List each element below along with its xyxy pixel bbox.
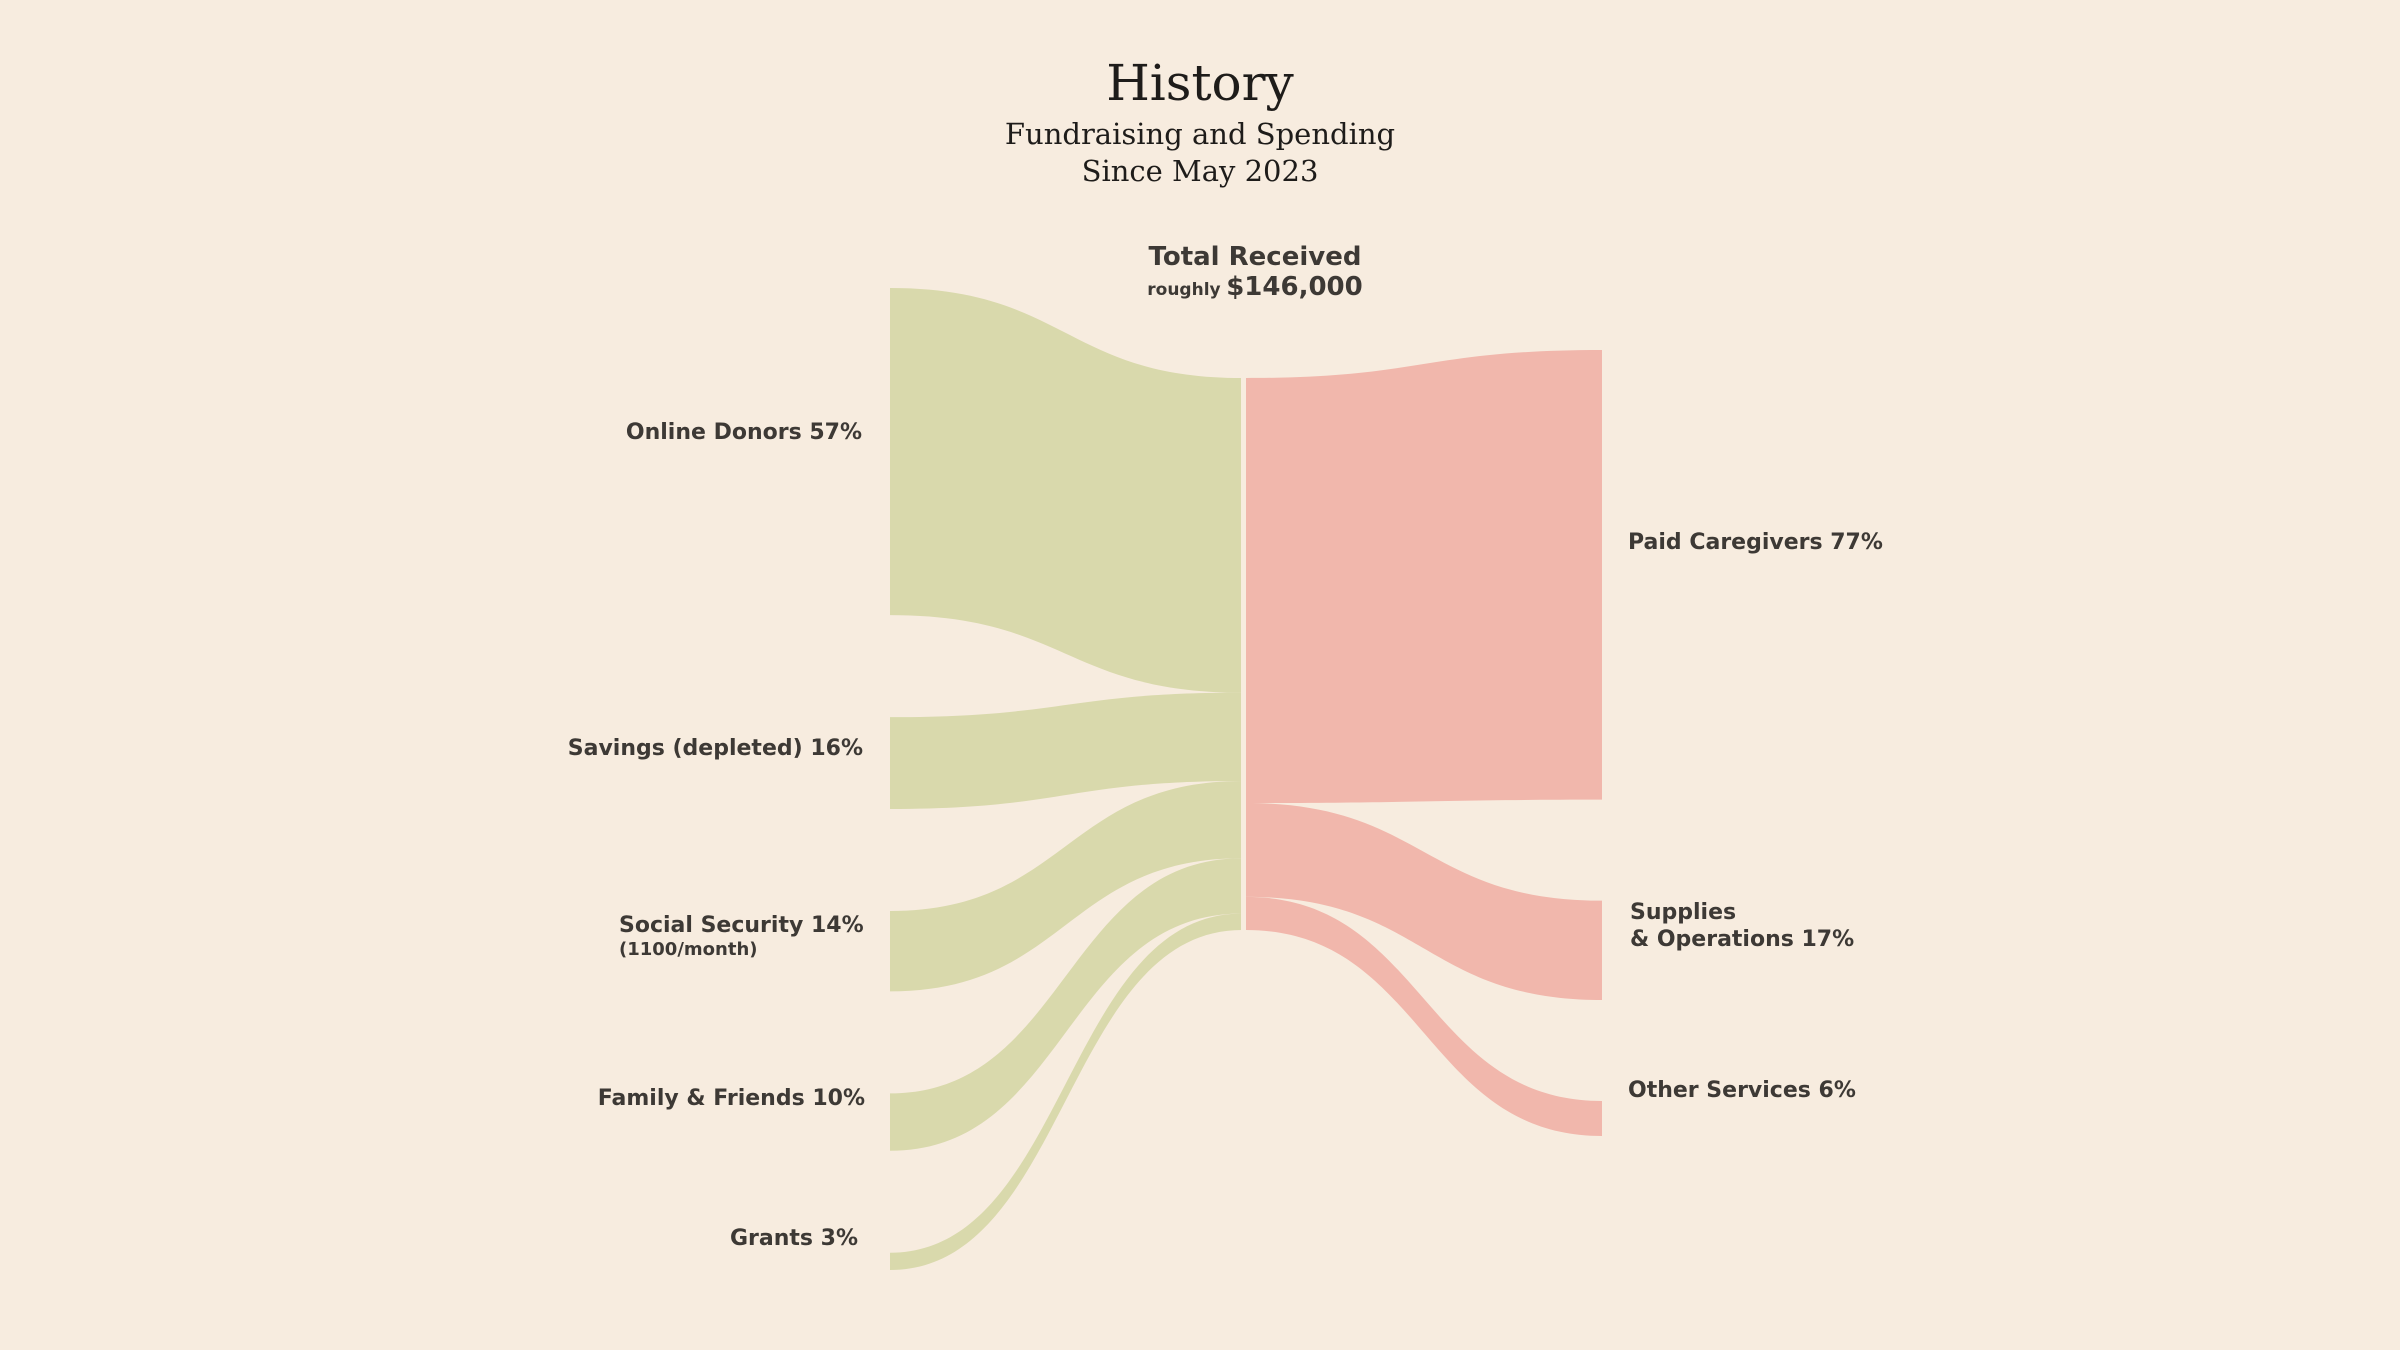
supplies-label-line1: Supplies xyxy=(1630,900,1737,925)
page-title: History xyxy=(1106,54,1294,112)
spending-flows xyxy=(1246,350,1602,1136)
spending-flow-other-services xyxy=(1246,896,1602,1136)
target-label-paid-caregivers: Paid Caregivers 77% xyxy=(1628,530,1883,555)
title-block: History Fundraising and Spending Since M… xyxy=(0,50,2400,190)
social-security-label: Social Security 14% xyxy=(619,913,864,938)
source-label-grants: Grants 3% xyxy=(729,1226,858,1251)
income-flow-social-security xyxy=(890,780,1242,992)
target-label-other-services: Other Services 6% xyxy=(1628,1078,1856,1103)
source-label-online-donors: Online Donors 57% xyxy=(625,420,862,445)
source-label-social-security: Social Security 14% (1100/month) xyxy=(619,912,864,961)
income-flow-grants xyxy=(890,913,1242,1270)
total-received-amount-line: roughly $146,000 xyxy=(1055,272,1455,305)
total-amount: $146,000 xyxy=(1226,272,1363,302)
source-label-family-friends: Family & Friends 10% xyxy=(597,1086,865,1111)
total-amount-prefix: roughly xyxy=(1147,280,1221,300)
page-subtitle-line2: Since May 2023 xyxy=(1081,154,1319,188)
center-divider xyxy=(1241,376,1245,932)
total-received-title: Total Received xyxy=(1148,242,1362,272)
page-subtitle-line1: Fundraising and Spending xyxy=(1004,117,1396,151)
spending-flow-supplies-operations xyxy=(1246,803,1602,1000)
target-label-supplies-operations: Supplies & Operations 17% xyxy=(1630,899,1854,953)
income-flow-online-donors xyxy=(890,288,1242,693)
total-received: Total Received roughly $146,000 xyxy=(1055,242,1455,305)
spending-flow-paid-caregivers xyxy=(1246,350,1602,804)
income-flow-family-friends xyxy=(890,858,1242,1151)
income-flow-savings xyxy=(890,692,1242,810)
income-flows xyxy=(890,288,1242,1270)
supplies-label-line2: & Operations 17% xyxy=(1630,927,1855,952)
source-label-savings: Savings (depleted) 16% xyxy=(567,736,863,761)
social-security-sublabel: (1100/month) xyxy=(619,939,758,960)
